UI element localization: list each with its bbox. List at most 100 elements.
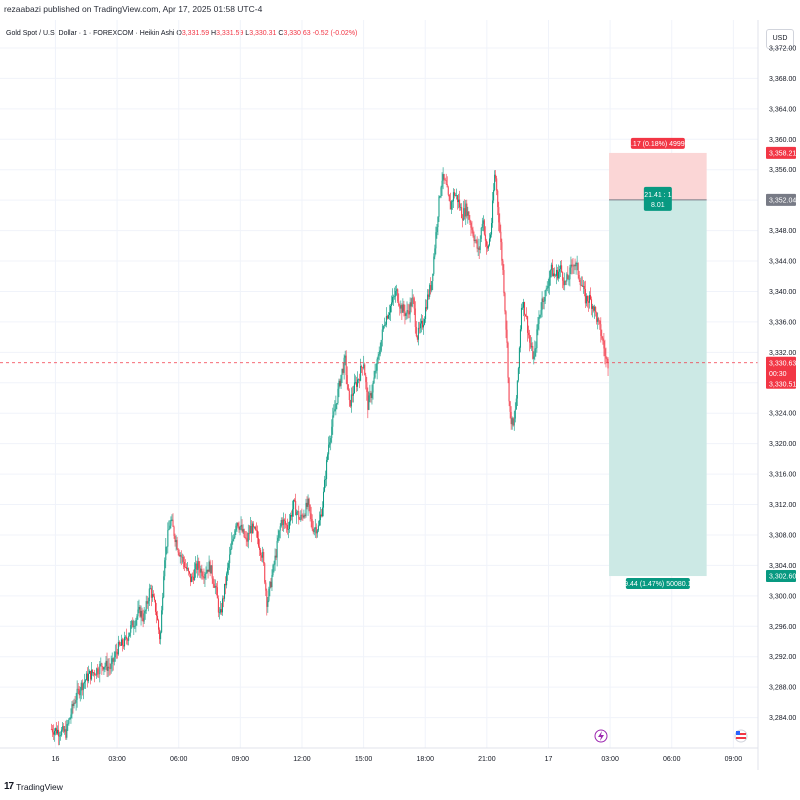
candle [123,638,125,650]
candle [311,514,313,531]
candle [132,617,134,628]
candle [329,435,331,448]
candle-body [497,190,499,208]
brand-name: TradingView [16,781,63,792]
ohlc-value-h: 3,331.59 [216,30,244,37]
candle-body [212,578,214,584]
candle [382,325,384,332]
candle-body [371,392,373,398]
candle [476,236,478,253]
candle [62,721,64,732]
candle [200,565,202,579]
candle-body [602,338,604,341]
candle-body [274,555,276,565]
candle [217,595,219,618]
candle [195,556,197,578]
candle [598,316,600,325]
candle-body [428,294,430,297]
candle [70,708,72,724]
candle [218,607,220,620]
candle [282,512,284,532]
candle-body [580,284,582,286]
candle [281,517,283,532]
candle-body [311,519,313,529]
candle-body [295,500,297,516]
candle-body [230,548,232,555]
candle [347,384,349,391]
candle-body [309,504,311,514]
candle [84,679,86,690]
candle [345,350,347,385]
candle [173,525,175,539]
candle-body [247,533,249,542]
candle [437,216,439,236]
currency-button[interactable]: USD [766,29,794,49]
candle-body [596,312,598,322]
candle-body [527,316,529,333]
candle-body [137,609,139,617]
candle-body [88,670,90,674]
candle-body [235,525,237,531]
candle [401,303,403,320]
candle [149,584,151,590]
candle-body [196,563,198,570]
candle [179,552,181,564]
candle-body [272,565,274,576]
candle [459,190,461,211]
candle [607,357,609,376]
y-tick-label: 3,360.00 [769,137,796,144]
candle-body [561,265,563,273]
candle [191,573,193,583]
candle-body [164,560,166,577]
candle [595,306,597,317]
candle-body [134,625,136,627]
candle [319,506,321,526]
candle-body [477,247,479,249]
candle-body [446,184,448,188]
candle [566,272,568,286]
candle-body [135,619,137,626]
candle [328,436,330,460]
candle-body [558,271,560,279]
candle-body [478,247,480,250]
candle [140,605,142,626]
candle-body [504,293,506,312]
symbol-name[interactable]: Gold Spot / U.S. Dollar · 1 · FOREXCOM ·… [6,30,175,37]
candle [280,517,282,528]
candle [162,592,164,615]
candle [98,666,100,679]
candle-body [213,583,215,588]
candle-body [585,295,587,304]
candle [185,563,187,572]
candle [92,669,94,676]
candle [57,725,59,736]
candle-body [178,552,180,557]
candle [187,567,189,576]
candle [176,536,178,551]
candle [266,588,268,616]
candle [371,384,373,405]
candle [188,570,190,578]
candle-body [588,295,590,303]
candle-body [126,636,128,640]
candle [354,375,356,385]
y-tick-label: 3,320.00 [769,441,796,448]
x-tick-label: 16 [52,756,60,763]
candle [312,520,314,535]
candle-body [532,346,534,359]
candle [359,373,361,389]
candle-body [238,526,240,530]
candle [501,238,503,266]
candle [254,525,256,531]
candle [107,658,109,678]
candle-body [426,307,428,309]
candle [145,595,147,614]
candle-body [444,179,446,181]
candle-body [539,314,541,318]
candle-body [565,280,567,282]
candle-body [223,598,225,600]
candle [367,387,369,419]
candle [605,347,607,368]
candle-body [346,375,348,385]
